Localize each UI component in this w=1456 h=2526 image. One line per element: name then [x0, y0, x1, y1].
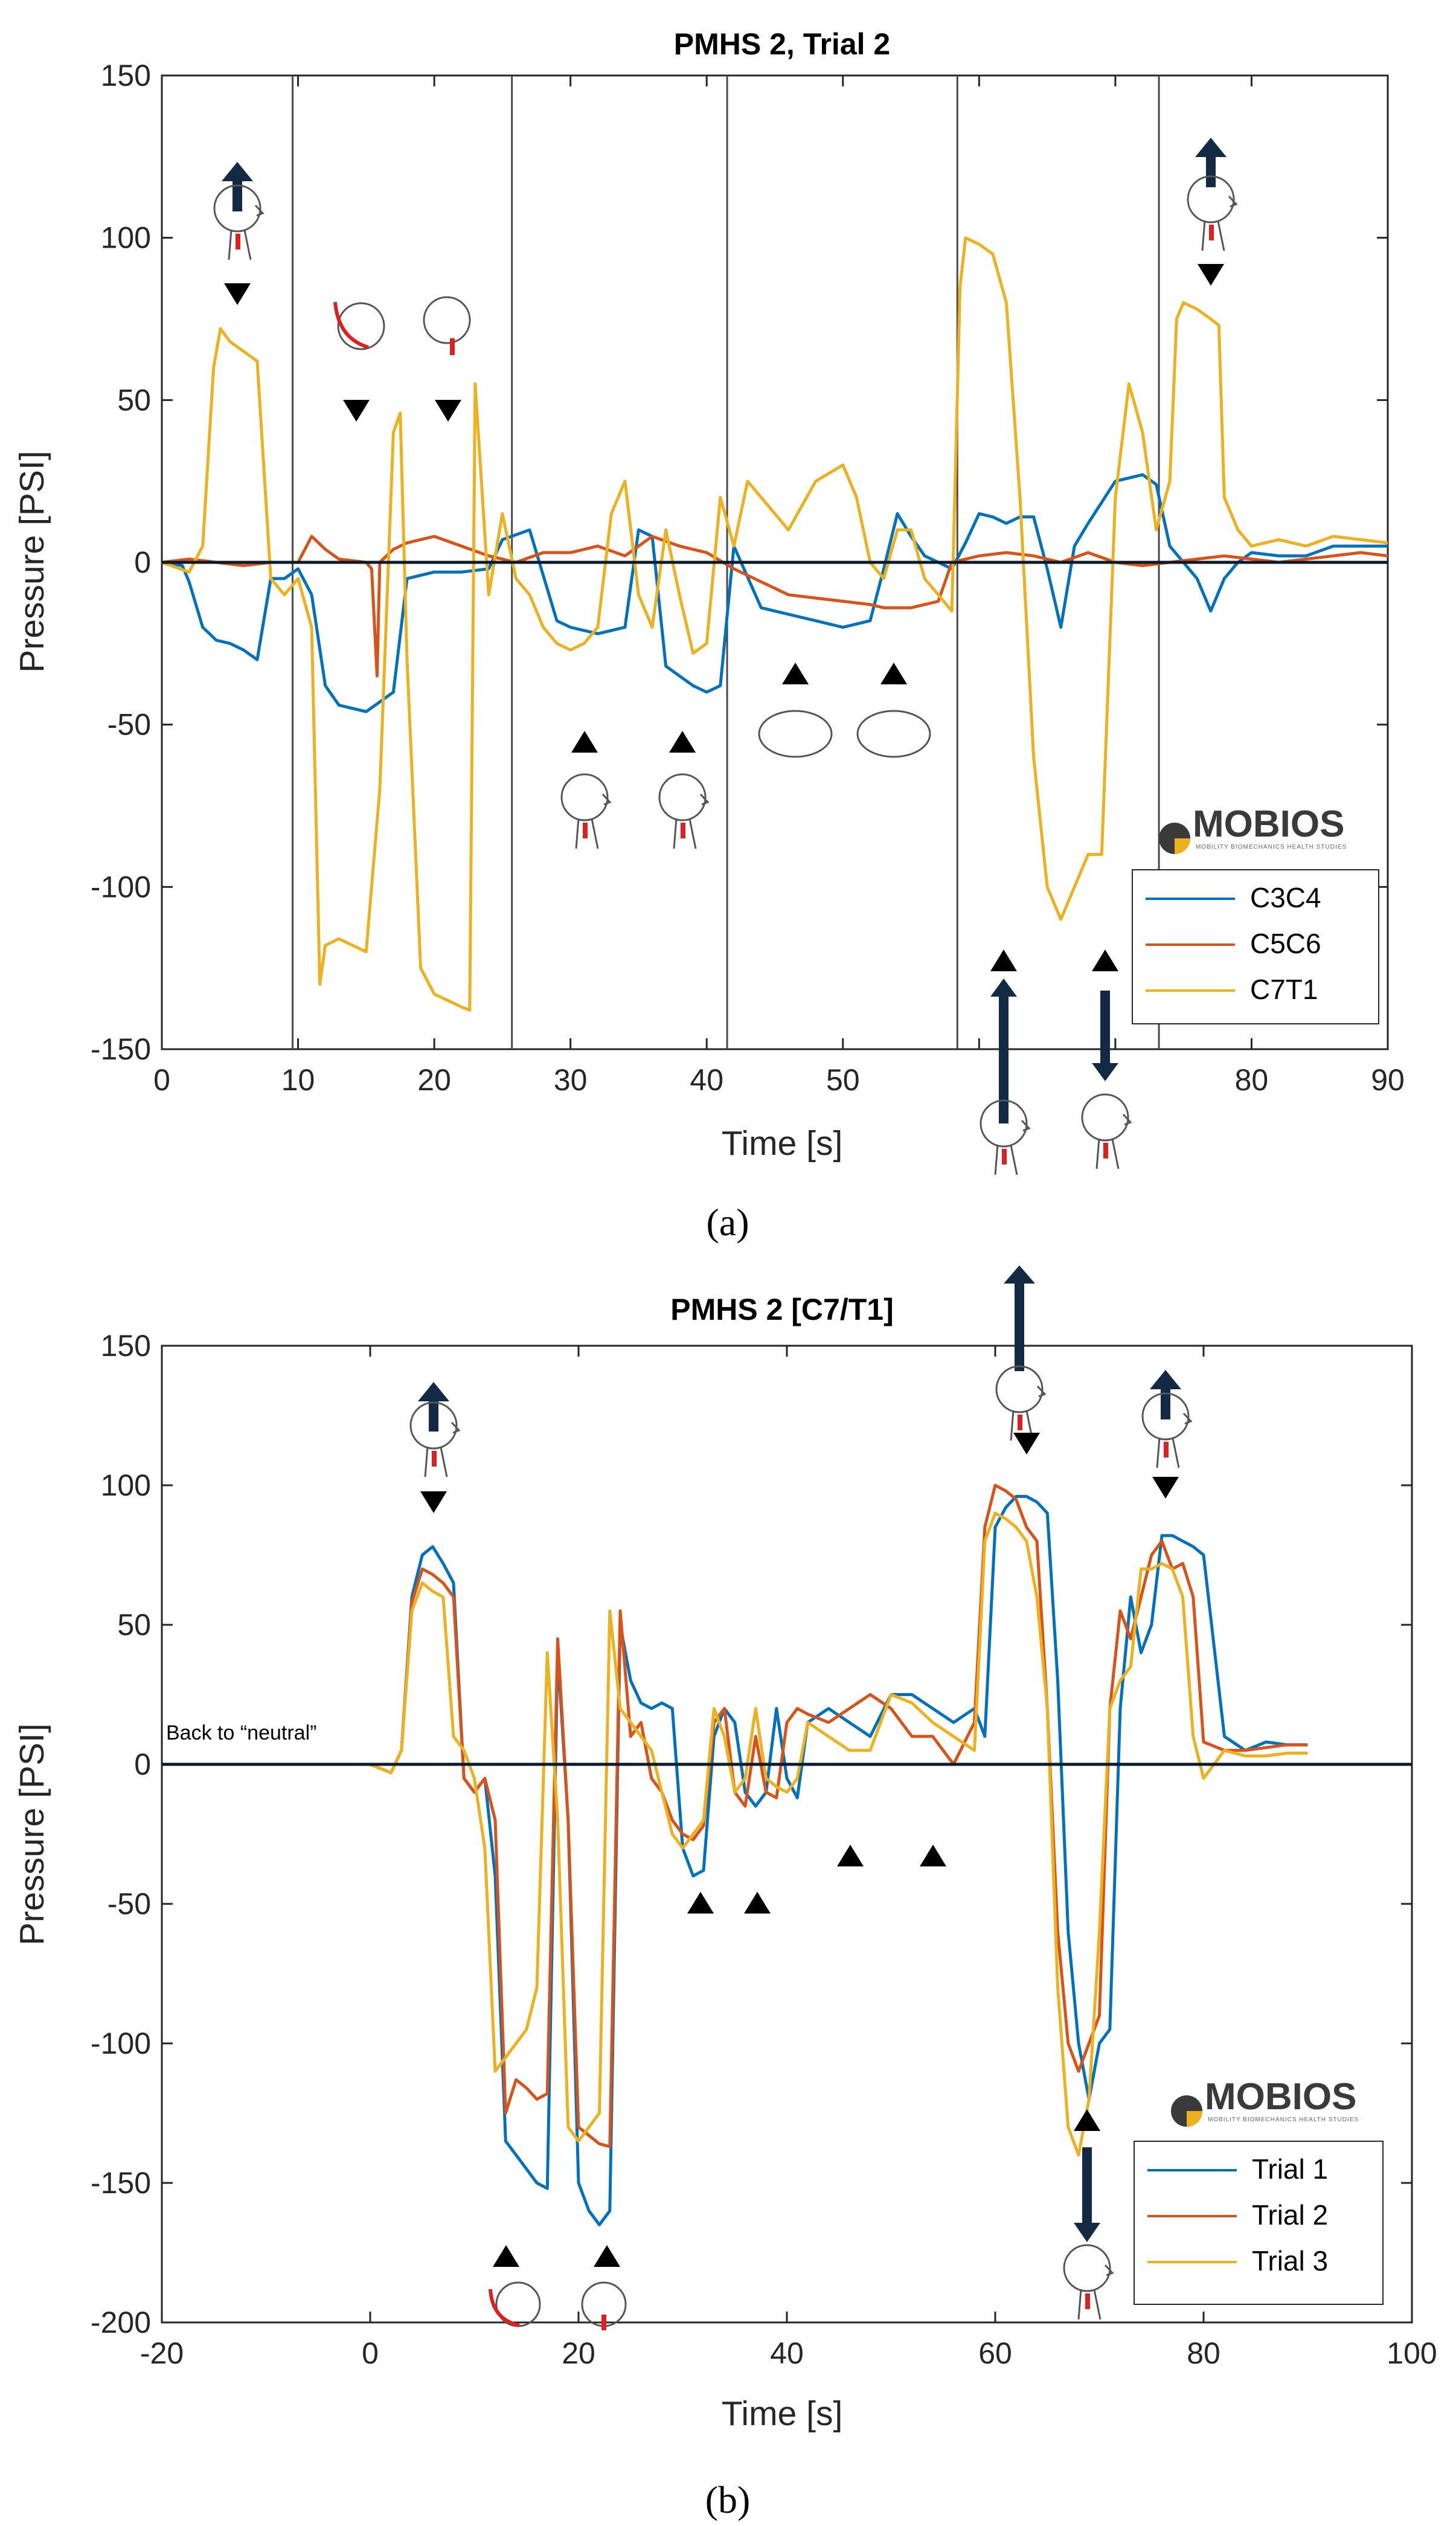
x-tick-label: 90 [1371, 1063, 1405, 1097]
logo-subtitle-b: MOBILITY BIOMECHANICS HEALTH STUDIES [1208, 2116, 1359, 2123]
y-tick-label: -150 [91, 1032, 151, 1066]
series-line-trial-1 [370, 1495, 1308, 2226]
mobios-logo-b: MOBIOS MOBILITY BIOMECHANICS HEALTH STUD… [1171, 2076, 1359, 2127]
head-rotation-right-icon [856, 663, 931, 758]
y-axis-label-a: Pressure [PSI] [13, 451, 51, 672]
y-tick-label: -200 [91, 2306, 151, 2339]
y-tick-label: -150 [91, 2166, 151, 2200]
x-tick-label: 20 [562, 2336, 595, 2370]
y-tick-label: -50 [107, 708, 151, 742]
x-tick-label: 0 [153, 1063, 170, 1097]
chart-title-b: PMHS 2 [C7/T1] [670, 1293, 894, 1326]
y-axis-label-b: Pressure [PSI] [13, 1723, 51, 1945]
x-tick-label: 80 [1235, 1063, 1269, 1097]
y-tick-label: 150 [101, 59, 151, 92]
y-tick-label: 50 [117, 1608, 151, 1642]
series-line-trial-3 [370, 1511, 1308, 2157]
head-flexion-icons-b [489, 2245, 627, 2330]
legend-entry: Trial 1 [1252, 2153, 1328, 2185]
head-flexion-icon [333, 301, 385, 422]
series-line-c3c4 [161, 473, 1388, 713]
logo-text-a: MOBIOS [1193, 803, 1344, 845]
legend-b: Trial 1 Trial 2 Trial 3 [1134, 2141, 1384, 2305]
y-tick-label: -100 [91, 2026, 151, 2060]
x-tick-label: 50 [826, 1063, 860, 1097]
legend-entry: Trial 2 [1252, 2199, 1328, 2231]
y-tick-label: 0 [134, 545, 151, 579]
x-tick-label: 80 [1187, 2336, 1220, 2370]
head-tension-icon [980, 950, 1030, 1176]
panel-b: PMHS 2 [C7/T1] -200-150-100-50050100150 … [13, 1265, 1437, 2521]
x-tick-label: 40 [690, 1063, 723, 1097]
neutral-annotation: Back to “neutral” [166, 1721, 316, 1744]
x-axis-label-b: Time [s] [722, 2394, 843, 2433]
y-tick-label: 100 [101, 221, 151, 255]
y-tick-label: -100 [91, 870, 151, 904]
series-line-trial-2 [370, 1483, 1308, 2148]
x-axis-label-a: Time [s] [722, 1124, 843, 1163]
series-group-b [370, 1483, 1308, 2226]
panel-a: PMHS 2, Trial 2 -150 -100 -50 0 50 100 150 0 10… [13, 27, 1405, 1244]
x-tick-label: 100 [1387, 2336, 1437, 2370]
head-rotation-left-icon [758, 663, 833, 758]
y-tick-label: 150 [101, 1329, 151, 1363]
x-tick-label: 40 [770, 2336, 804, 2370]
y-axis-a: -150 -100 -50 0 50 100 150 [91, 59, 1388, 1066]
head-flexion-small-icon [423, 296, 471, 422]
x-axis-b: -20 0 20 40 60 80 100 [140, 1346, 1437, 2370]
y-tick-label: 50 [117, 383, 151, 417]
x-axis-a: 0 10 20 30 40 50 80 90 [153, 76, 1405, 1097]
x-tick-label: 10 [281, 1063, 315, 1097]
legend-entry: Trial 3 [1252, 2245, 1328, 2277]
panel-label-b: (b) [705, 2478, 751, 2521]
logo-subtitle-a: MOBILITY BIOMECHANICS HEALTH STUDIES [1196, 844, 1347, 850]
x-tick-label: 20 [417, 1063, 451, 1097]
x-tick-label: 30 [554, 1063, 588, 1097]
legend-entry: C3C4 [1250, 882, 1321, 913]
panel-label-a: (a) [706, 1201, 749, 1244]
legend-entry: C5C6 [1250, 928, 1321, 959]
head-tension-icon-b [995, 1265, 1046, 1454]
legend-a: C3C4 C5C6 C7T1 [1132, 869, 1379, 1024]
y-tick-label: 0 [134, 1747, 151, 1781]
y-tick-label: 100 [101, 1468, 151, 1502]
x-tick-label: -20 [140, 2336, 184, 2370]
chart-title-a: PMHS 2, Trial 2 [674, 27, 890, 61]
legend-entry: C7T1 [1250, 974, 1318, 1005]
x-tick-label: 60 [978, 2336, 1012, 2370]
head-compression-icon [1081, 950, 1132, 1170]
series-line-c7t1 [161, 236, 1388, 1012]
x-tick-label: 0 [362, 2336, 379, 2370]
mobios-logo-a: MOBIOS MOBILITY BIOMECHANICS HEALTH STUD… [1159, 803, 1347, 854]
y-tick-label: -50 [107, 1887, 151, 1921]
head-compression-icon-b [1063, 2109, 1114, 2321]
logo-text-b: MOBIOS [1205, 2076, 1356, 2118]
